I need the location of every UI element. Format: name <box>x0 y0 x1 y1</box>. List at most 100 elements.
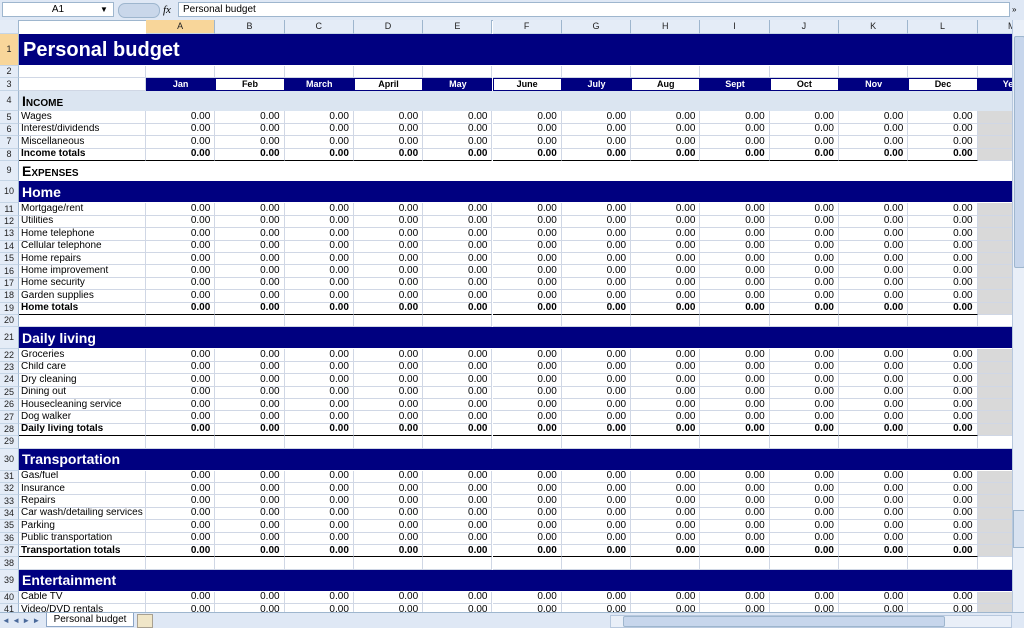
value-cell: 0.00 <box>561 361 632 375</box>
column-header: A <box>146 20 216 34</box>
item-label: Car wash/detailing services <box>19 507 146 521</box>
value-cell: 0.00 <box>423 399 493 412</box>
value-cell: 0.00 <box>284 253 354 266</box>
item-label: Garden supplies <box>19 290 146 303</box>
cell <box>19 66 146 79</box>
scroll-thumb[interactable] <box>1014 36 1024 268</box>
horizontal-scrollbar[interactable] <box>610 615 1012 628</box>
new-sheet-tab[interactable] <box>137 614 153 628</box>
value-cell: 0.00 <box>146 203 216 216</box>
cell <box>631 436 701 449</box>
value-cell: 0.00 <box>146 265 216 278</box>
cell <box>353 315 424 328</box>
value-cell: 0.00 <box>631 203 701 216</box>
value-cell: 0.00 <box>908 386 978 399</box>
year-cell <box>977 277 1012 291</box>
value-cell: 0.00 <box>908 507 978 521</box>
name-box[interactable]: A1 <box>2 2 114 17</box>
vertical-scrollbar[interactable] <box>1012 20 1024 612</box>
cell <box>423 557 493 570</box>
expand-formula[interactable]: » <box>1012 5 1017 14</box>
cell <box>631 557 701 570</box>
row-number: 1 <box>0 34 19 66</box>
cell <box>146 315 216 328</box>
value-cell: 0.00 <box>561 532 632 545</box>
value-cell: 0.00 <box>631 411 701 424</box>
cell <box>561 436 632 449</box>
h-scroll-thumb[interactable] <box>623 616 945 627</box>
cell <box>284 66 354 79</box>
value-cell: 0.00 <box>631 470 701 483</box>
value-cell: 0.00 <box>561 349 632 362</box>
sheet-tab[interactable]: Personal budget <box>46 613 134 627</box>
value-cell: 0.00 <box>146 349 216 362</box>
value-cell: 0.00 <box>146 240 216 253</box>
value-cell: 0.00 <box>423 495 493 508</box>
row-number: 35 <box>0 520 19 533</box>
value-cell: 0.00 <box>561 495 632 508</box>
year-cell <box>977 148 1012 161</box>
sheet-tab-bar: ◄ ◄ ► ► Personal budget <box>0 612 1024 628</box>
column-header: J <box>769 20 839 34</box>
value-cell: 0.00 <box>839 265 909 278</box>
value-cell: 0.00 <box>146 136 216 149</box>
value-cell: 0.00 <box>215 386 285 399</box>
formula-splitter[interactable] <box>118 3 160 18</box>
value-cell: 0.00 <box>492 520 562 533</box>
row-number: 4 <box>0 91 19 112</box>
fx-button[interactable]: fx <box>163 3 171 16</box>
value-cell: 0.00 <box>492 591 562 605</box>
column-header: K <box>839 20 909 34</box>
value-cell: 0.00 <box>700 532 770 545</box>
row-number: 36 <box>0 532 19 545</box>
column-header: G <box>561 20 632 34</box>
name-box-dropdown[interactable]: ▼ <box>100 4 108 14</box>
value-cell: 0.00 <box>284 123 354 137</box>
cell <box>700 315 770 328</box>
total-value: 0.00 <box>492 302 562 315</box>
formula-input[interactable]: Personal budget <box>178 2 1010 17</box>
cell <box>908 557 978 570</box>
value-cell: 0.00 <box>146 483 216 496</box>
total-value: 0.00 <box>423 302 493 315</box>
value-cell: 0.00 <box>215 374 285 387</box>
value-cell: 0.00 <box>423 411 493 424</box>
row-number: 17 <box>0 277 19 291</box>
total-label: Income totals <box>19 148 146 161</box>
value-cell: 0.00 <box>769 136 839 149</box>
value-cell: 0.00 <box>769 411 839 424</box>
year-cell <box>977 520 1012 533</box>
value-cell: 0.00 <box>561 123 632 137</box>
value-cell: 0.00 <box>700 411 770 424</box>
value-cell: 0.00 <box>284 215 354 229</box>
value-cell: 0.00 <box>839 253 909 266</box>
total-value: 0.00 <box>631 545 701 558</box>
month-header: Feb <box>215 78 285 92</box>
value-cell: 0.00 <box>215 604 285 612</box>
total-value: 0.00 <box>561 148 632 161</box>
item-label: Repairs <box>19 495 146 508</box>
split-box[interactable] <box>1013 510 1024 548</box>
tab-navigation[interactable]: ◄ ◄ ► ► <box>2 616 41 625</box>
value-cell: 0.00 <box>908 240 978 253</box>
cell <box>215 66 285 79</box>
column-header: B <box>215 20 285 34</box>
value-cell: 0.00 <box>146 591 216 605</box>
value-cell: 0.00 <box>284 411 354 424</box>
row-number: 28 <box>0 423 19 437</box>
value-cell: 0.00 <box>215 111 285 124</box>
value-cell: 0.00 <box>700 240 770 253</box>
value-cell: 0.00 <box>215 470 285 483</box>
row-number: 7 <box>0 136 19 149</box>
value-cell: 0.00 <box>146 361 216 375</box>
total-value: 0.00 <box>631 148 701 161</box>
item-label: Dog walker <box>19 411 146 424</box>
value-cell: 0.00 <box>769 532 839 545</box>
value-cell: 0.00 <box>700 123 770 137</box>
total-value: 0.00 <box>839 302 909 315</box>
value-cell: 0.00 <box>631 277 701 291</box>
row-number: 21 <box>0 327 19 350</box>
value-cell: 0.00 <box>146 386 216 399</box>
category-band: Home <box>19 181 1012 203</box>
cell <box>977 315 1012 328</box>
